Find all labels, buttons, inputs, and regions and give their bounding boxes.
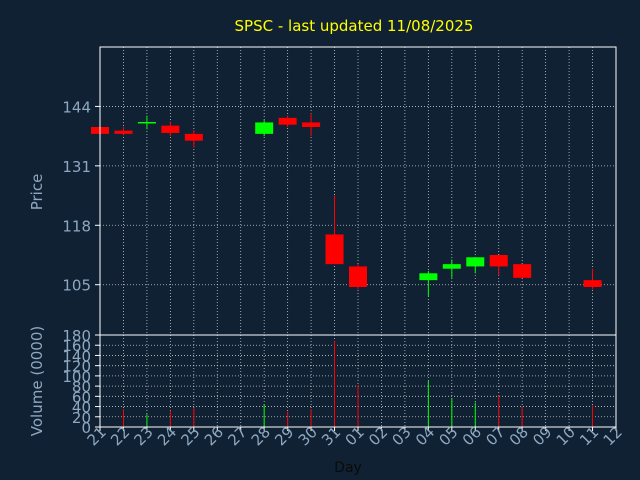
volume-tick-label: 0 bbox=[81, 419, 91, 437]
volume-tick-label: 60 bbox=[72, 388, 91, 406]
candle-body bbox=[137, 121, 156, 124]
volume-axis-label: Volume (0000) bbox=[28, 326, 46, 436]
price-axis-label: Price bbox=[28, 174, 46, 211]
price-tick-label: 144 bbox=[62, 98, 91, 116]
candle-body bbox=[255, 122, 274, 134]
volume-tick-label: 20 bbox=[72, 409, 91, 427]
volume-tick-label: 180 bbox=[62, 327, 91, 345]
volume-tick-label: 120 bbox=[62, 358, 91, 376]
volume-tick-label: 40 bbox=[72, 399, 91, 417]
day-axis-label: Day bbox=[334, 460, 362, 476]
candle-body bbox=[466, 257, 485, 267]
candle-body bbox=[114, 130, 133, 134]
chart-title: SPSC - last updated 11/08/2025 bbox=[235, 17, 474, 35]
candle-body bbox=[513, 264, 532, 278]
candle-body bbox=[349, 266, 367, 287]
price-tick-label: 105 bbox=[62, 277, 91, 295]
candle-body bbox=[489, 255, 508, 267]
candle-body bbox=[161, 125, 180, 133]
price-panel: 105 118 131 144 bbox=[62, 46, 617, 427]
candle-body bbox=[278, 117, 297, 125]
volume-tick-label: 100 bbox=[62, 368, 91, 386]
x-axis: 2122232425262728293031010203040506070809… bbox=[84, 423, 626, 449]
price-tick-label: 131 bbox=[62, 158, 91, 176]
candle-body bbox=[325, 234, 344, 265]
price-tick-label: 118 bbox=[62, 217, 91, 235]
candle-body bbox=[583, 280, 602, 287]
candle-body bbox=[302, 122, 321, 127]
candle-body bbox=[419, 273, 438, 281]
candle-body bbox=[184, 133, 203, 141]
candle-body bbox=[442, 264, 461, 269]
volume-tick-label: 140 bbox=[62, 347, 91, 365]
volume-tick-label: 160 bbox=[62, 337, 91, 355]
volume-tick-label: 80 bbox=[72, 378, 91, 396]
